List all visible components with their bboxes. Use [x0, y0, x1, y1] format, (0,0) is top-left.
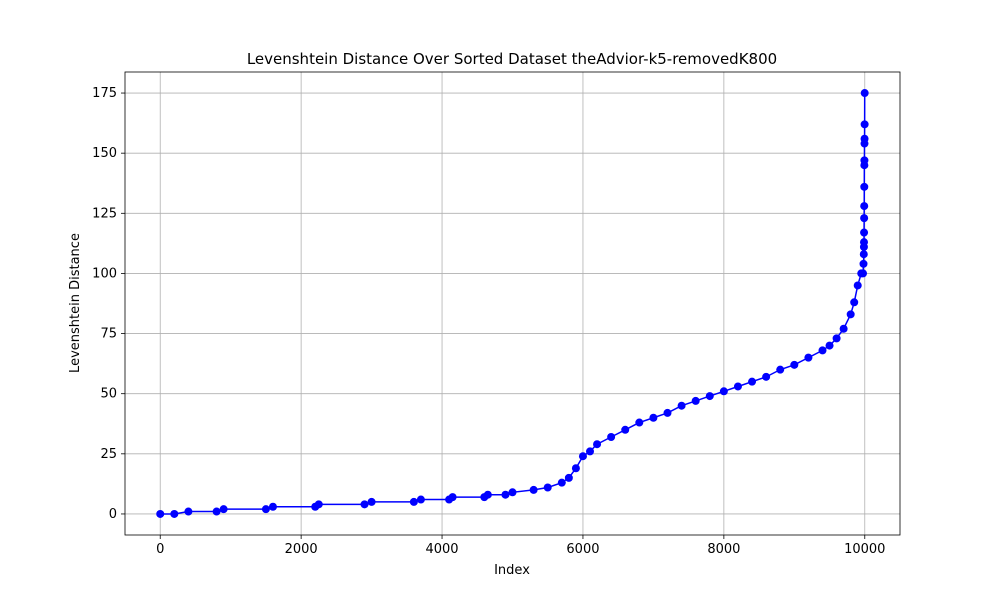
data-point [691, 396, 700, 405]
x-tick-label: 0 [156, 542, 164, 557]
data-point [860, 134, 869, 143]
data-point [839, 324, 848, 333]
chart-title: Levenshtein Distance Over Sorted Dataset… [247, 50, 777, 68]
data-point [586, 447, 594, 456]
x-axis-label: Index [494, 563, 530, 578]
data-point [184, 507, 193, 516]
x-tick-label: 6000 [566, 542, 599, 557]
data-point [860, 214, 869, 223]
x-tick-label: 4000 [425, 542, 458, 557]
data-point [832, 334, 841, 343]
data-point [571, 464, 580, 473]
data-point [219, 505, 228, 514]
data-point [859, 269, 868, 278]
data-point [212, 507, 221, 516]
y-tick-label: 100 [92, 266, 117, 281]
y-tick-label: 150 [92, 146, 117, 161]
data-point [853, 281, 862, 290]
data-point [846, 310, 855, 319]
data-point [268, 502, 277, 511]
data-point [367, 497, 376, 506]
y-tick-label: 25 [100, 447, 117, 462]
data-point [501, 490, 510, 499]
data-point [804, 353, 813, 362]
y-tick-label: 175 [92, 86, 117, 101]
data-point [790, 360, 799, 369]
data-point [860, 156, 869, 165]
x-tick-label: 8000 [707, 542, 740, 557]
data-point [261, 505, 270, 514]
data-point [776, 365, 785, 374]
data-point [448, 493, 457, 502]
data-point [860, 89, 869, 98]
data-point [529, 485, 538, 494]
data-point [508, 488, 517, 497]
data-point [483, 490, 492, 499]
data-point [170, 509, 179, 518]
data-point [860, 202, 869, 211]
data-point [593, 440, 602, 449]
x-tick-label: 10000 [844, 542, 885, 557]
data-point [762, 372, 771, 381]
data-point [859, 238, 868, 247]
data-point [859, 250, 868, 259]
y-tick-label: 125 [92, 206, 117, 221]
data-point [860, 120, 869, 129]
data-point [314, 500, 323, 509]
y-tick-label: 50 [100, 387, 117, 402]
data-point [825, 341, 834, 350]
data-point [860, 182, 869, 191]
data-point [156, 509, 165, 518]
data-point [719, 387, 728, 396]
y-tick-label: 75 [100, 327, 117, 342]
data-point [818, 346, 827, 355]
y-axis-label: Levenshtein Distance [68, 233, 83, 373]
data-point [850, 298, 859, 307]
data-point [416, 495, 425, 504]
data-point [663, 408, 672, 417]
data-point [578, 452, 587, 461]
data-point [607, 432, 616, 441]
data-point [360, 500, 369, 509]
y-tick-label: 0 [109, 507, 117, 522]
data-point [543, 483, 552, 492]
data-point [564, 473, 573, 482]
plot-frame [124, 71, 901, 536]
x-tick-label: 2000 [285, 542, 318, 557]
data-point [748, 377, 757, 386]
data-point [621, 425, 630, 434]
data-point [409, 497, 418, 506]
data-point [649, 413, 658, 422]
data-point [733, 382, 742, 391]
data-point [635, 418, 644, 427]
data-point [705, 392, 714, 401]
data-point [860, 228, 869, 237]
data-point [677, 401, 686, 410]
data-point [557, 478, 566, 487]
data-point [859, 259, 868, 268]
